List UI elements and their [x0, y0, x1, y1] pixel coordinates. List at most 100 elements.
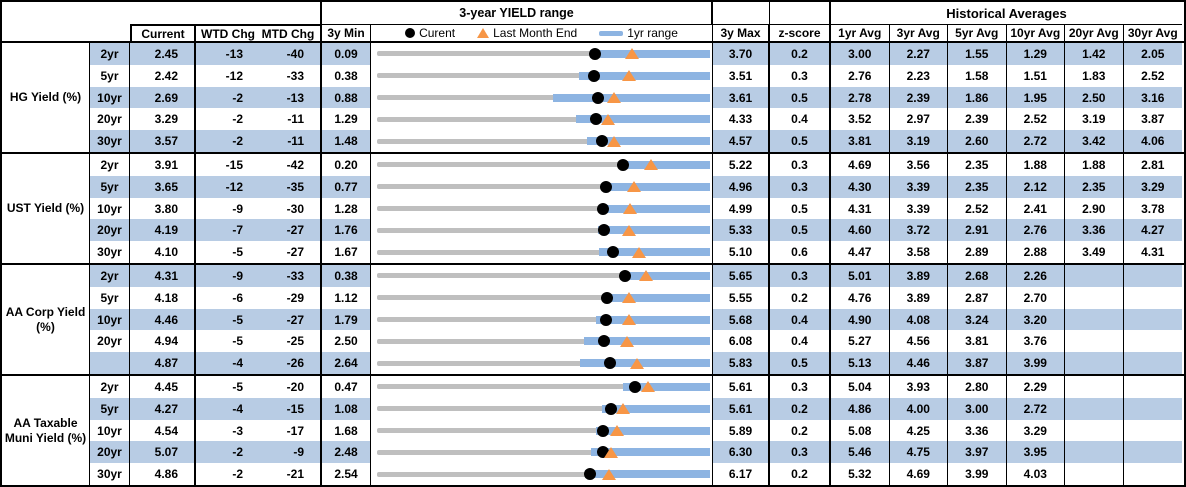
wtd-chg-value: -5: [232, 334, 243, 349]
current-value: 3.29: [130, 108, 196, 131]
avg-value: 2.12: [1006, 175, 1065, 198]
col-header-wtd-chg: WTD Chg: [201, 26, 255, 41]
range-chart: [371, 219, 713, 242]
table-row: 30yr 3.57 -2 -11 1.48 4.57 0.5 3.81 3.19 2.60 2.72…: [90, 130, 1182, 153]
avg-value: 5.13: [831, 352, 890, 375]
col-header-5yr-avg: 5yr Avg: [948, 25, 1007, 42]
max-3y-value: 5.89: [713, 419, 770, 442]
range-track: [377, 384, 710, 390]
max-3y-value: 5.10: [713, 241, 770, 264]
max-3y-value: 4.57: [713, 130, 770, 153]
avg-value: 3.00: [948, 397, 1007, 420]
col-header-20yr-avg: 20yr Avg: [1065, 25, 1124, 42]
current-value: 3.91: [130, 154, 196, 176]
last-month-triangle: [615, 403, 630, 415]
avg-value: 4.08: [889, 308, 948, 331]
current-dot: [591, 91, 604, 104]
avg-value: 3.95: [1006, 441, 1065, 464]
range-1yr-bar: [585, 470, 710, 479]
avg-value: 2.29: [1007, 376, 1065, 398]
z-score-value: 0.2: [770, 419, 831, 442]
avg-value: [1123, 397, 1182, 420]
row-group-label: HG Yield (%): [2, 43, 90, 153]
avg-value: [1065, 352, 1124, 375]
avg-value: 2.60: [948, 130, 1007, 153]
yield-section: AA Corp Yield (%) 2yr 4.31 -9 -33 0.38 5.65 0.3…: [2, 263, 1184, 375]
tenor-label: 2yr: [90, 376, 130, 398]
wtd-chg-value: -2: [232, 467, 243, 482]
mtd-chg-value: -42: [259, 154, 322, 176]
last-month-triangle: [643, 159, 658, 171]
current-dot: [597, 202, 610, 215]
last-month-triangle: [640, 381, 655, 393]
tenor-label: 2yr: [90, 154, 130, 176]
z-score-value: 0.2: [770, 397, 831, 420]
legend-last-month-end-label: Last Month End: [493, 26, 578, 41]
range-chart: [371, 286, 713, 309]
avg-value: 2.41: [1007, 197, 1065, 220]
max-3y-value: 3.61: [713, 86, 770, 109]
last-month-triangle: [622, 70, 637, 82]
avg-value: 4.75: [889, 441, 948, 464]
avg-value: 2.35: [948, 175, 1007, 198]
current-dot: [601, 291, 614, 304]
avg-value: 2.05: [1123, 43, 1182, 65]
range-chart: [371, 397, 713, 420]
max-3y-value: 6.17: [713, 463, 770, 485]
current-value: 4.19: [130, 219, 196, 242]
avg-value: 2.39: [948, 108, 1007, 131]
max-3y-value: 5.22: [713, 154, 770, 176]
range-track: [377, 51, 710, 57]
avg-value: 3.93: [890, 376, 948, 398]
col-header-3y-min: 3y Min: [322, 25, 371, 42]
col-header-3y-max: 3y Max: [713, 25, 770, 42]
avg-value: 3.97: [948, 441, 1007, 464]
current-value: 4.86: [130, 463, 196, 485]
current-dot: [599, 180, 612, 193]
min-3y-value: 1.68: [322, 419, 371, 442]
avg-value: 3.39: [890, 197, 948, 220]
tenor-label: 2yr: [90, 43, 130, 65]
min-3y-value: 1.79: [322, 308, 371, 331]
range-chart: [371, 43, 713, 65]
wtd-chg-value: -12: [196, 175, 259, 198]
avg-value: 3.81: [831, 130, 890, 153]
avg-value: 3.56: [890, 154, 948, 176]
avg-value: 3.24: [948, 308, 1007, 331]
z-score-value: 0.3: [770, 175, 831, 198]
range-1yr-bar: [599, 248, 710, 257]
min-3y-value: 2.50: [322, 330, 371, 353]
legend-item-1yr-range: 1yr range: [599, 26, 678, 40]
range-track: [377, 449, 710, 455]
wtd-chg-value: -9: [196, 265, 259, 287]
range-1yr-bar: [619, 160, 710, 169]
min-3y-value: 1.08: [322, 397, 371, 420]
z-score-value: 0.3: [770, 376, 831, 398]
range-track: [377, 116, 710, 122]
z-score-value: 0.2: [770, 463, 831, 485]
wtd-chg-value: -5: [196, 308, 259, 331]
wtd-chg-value: -7: [196, 219, 259, 242]
current-dot: [590, 113, 603, 126]
last-month-triangle: [621, 314, 636, 326]
max-3y-value: 5.33: [713, 219, 770, 242]
avg-value: 2.80: [948, 376, 1007, 398]
header-spacer: [770, 2, 831, 26]
z-score-value: 0.3: [770, 154, 831, 176]
avg-value: 1.58: [948, 64, 1007, 87]
avg-value: 2.35: [1065, 175, 1124, 198]
mtd-chg-value: -13: [259, 86, 322, 109]
z-score-value: 0.5: [770, 197, 831, 220]
legend-1yr-range-label: 1yr range: [627, 26, 678, 41]
range-1yr-bar: [552, 93, 710, 102]
row-group-label: AA Taxable Muni Yield (%): [2, 376, 90, 485]
avg-value: 1.42: [1065, 43, 1124, 65]
min-3y-value: 2.54: [322, 463, 371, 485]
z-score-value: 0.6: [770, 241, 831, 264]
legend-current-label: Curent: [419, 26, 456, 41]
mtd-chg-value: -33: [259, 265, 322, 287]
legend-item-current: Curent: [405, 26, 455, 40]
range-chart: [371, 308, 713, 331]
avg-value: 4.25: [890, 419, 948, 442]
current-dot: [597, 335, 610, 348]
